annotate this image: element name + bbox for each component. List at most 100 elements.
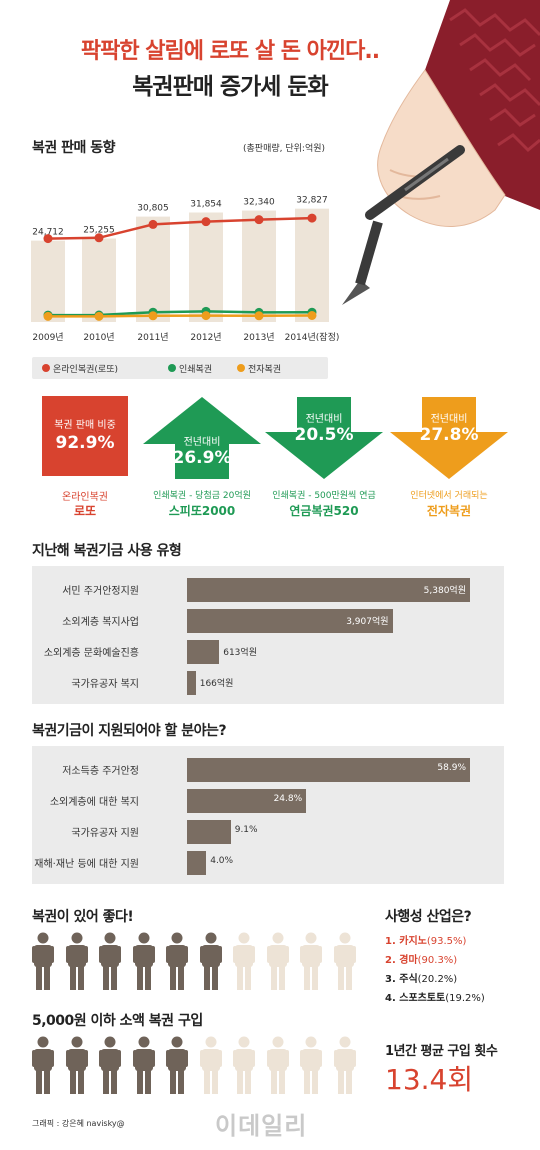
legend-dot-online bbox=[42, 364, 50, 372]
series-point bbox=[254, 215, 264, 225]
electronic-value: 27.8% bbox=[419, 425, 479, 445]
gambling-item-name: 4. 스포츠토토 bbox=[385, 993, 446, 1004]
person-icon bbox=[199, 1036, 222, 1094]
bar-value-label: 3,907억원 bbox=[346, 617, 389, 627]
bar-value-label: 613억원 bbox=[223, 648, 257, 658]
bar-category-label: 서민 주거안정지원 bbox=[62, 586, 139, 597]
x-tick-label: 2010년 bbox=[83, 332, 114, 343]
gambling-list-item: 4. 스포츠토토(19.2%) bbox=[385, 989, 525, 1008]
person-icon bbox=[65, 1036, 88, 1094]
series-point bbox=[254, 311, 264, 321]
total-column bbox=[295, 208, 329, 322]
gambling-list-item: 2. 경마(90.3%) bbox=[385, 951, 525, 970]
bar bbox=[187, 851, 207, 875]
bar bbox=[187, 671, 196, 695]
small-purchase-title: 5,000원 이하 소액 복권 구입 bbox=[32, 1013, 203, 1029]
people-row-small bbox=[32, 1036, 372, 1096]
person-icon bbox=[333, 1036, 356, 1094]
bar-value-label: 5,380억원 bbox=[423, 586, 466, 596]
x-tick-label: 2011년 bbox=[137, 332, 168, 343]
gambling-list-item: 3. 주식(20.2%) bbox=[385, 970, 525, 989]
x-tick-label: 2009년 bbox=[32, 332, 63, 343]
speeto-value: 26.9% bbox=[172, 448, 232, 468]
up-arrow-icon bbox=[143, 397, 261, 479]
watermark-logo: 이데일리 bbox=[215, 1112, 308, 1140]
gambling-item-name: 1. 카지노 bbox=[385, 936, 427, 947]
total-column bbox=[82, 238, 116, 322]
person-icon bbox=[300, 932, 322, 990]
gambling-title: 사행성 산업은? bbox=[385, 909, 472, 925]
series-point bbox=[43, 234, 53, 244]
electronic-caption: 인터넷에서 거래되는 bbox=[410, 491, 488, 501]
series-line bbox=[47, 310, 313, 317]
series-point bbox=[201, 217, 211, 227]
share-caption: 온라인복권 bbox=[62, 492, 108, 503]
annuity-caption: 인쇄복권 - 500만원씩 연금 bbox=[272, 491, 376, 501]
bar-row: 소외계층 문화예술진흥 613억원 bbox=[32, 640, 504, 664]
gambling-list: 1. 카지노(93.5%) 2. 경마(90.3%) 3. 주식(20.2%) 4. … bbox=[385, 932, 525, 1008]
bar-value-label: 166억원 bbox=[199, 679, 234, 689]
total-value-label: 25,255 bbox=[83, 225, 115, 235]
bar-category-label: 국가유공자 복지 bbox=[71, 679, 139, 690]
bar-category-label: 국가유공자 지원 bbox=[71, 828, 139, 839]
hand-pen-illustration bbox=[342, 0, 540, 305]
person-icon bbox=[65, 932, 88, 990]
series-point bbox=[94, 311, 104, 321]
bar: 24.8% bbox=[187, 789, 307, 813]
bar: 58.9% bbox=[187, 758, 470, 782]
person-icon bbox=[233, 932, 255, 990]
share-label: 복권 판매 비중 bbox=[54, 420, 116, 431]
fund-usage-title: 지난해 복권기금 사용 유형 bbox=[32, 543, 182, 559]
trend-chart-unit: (총판매량, 단위:억원) bbox=[243, 144, 326, 154]
gambling-item-pct: (19.2%) bbox=[445, 993, 485, 1004]
x-tick-label: 2012년 bbox=[190, 332, 221, 343]
person-icon bbox=[132, 932, 155, 990]
gambling-item-name: 3. 주식 bbox=[385, 974, 418, 985]
bar-row: 재해·재난 등에 대한 지원 4.0% bbox=[32, 851, 504, 875]
person-icon bbox=[32, 1036, 54, 1094]
people-row-good bbox=[32, 932, 372, 992]
person-icon bbox=[199, 932, 222, 990]
bar-category-label: 소외계층 복지사업 bbox=[62, 617, 139, 628]
bar-row: 서민 주거안정지원 5,380억원 bbox=[32, 578, 504, 602]
x-tick-label: 2014년(잠정) bbox=[285, 332, 340, 343]
person-icon bbox=[266, 1036, 289, 1094]
down-arrow-orange-icon bbox=[390, 397, 508, 479]
gambling-list-item: 1. 카지노(93.5%) bbox=[385, 932, 525, 951]
x-tick-label: 2013년 bbox=[243, 332, 274, 343]
speeto-name: 스피또2000 bbox=[168, 504, 236, 518]
gambling-item-pct: (90.3%) bbox=[417, 955, 458, 966]
bar-row: 국가유공자 복지 166억원 bbox=[32, 671, 504, 695]
fund-support-title: 복권기금이 지원되어야 할 분야는? bbox=[32, 723, 227, 739]
bar-value-label: 9.1% bbox=[234, 825, 258, 835]
speeto-label: 전년대비 bbox=[183, 437, 221, 448]
series-line bbox=[48, 314, 313, 318]
bar: 5,380억원 bbox=[187, 578, 470, 602]
gambling-item-name: 2. 경마 bbox=[385, 955, 418, 966]
person-icon bbox=[266, 932, 289, 990]
electronic-label: 전년대비 bbox=[430, 414, 468, 425]
bar: 3,907억원 bbox=[187, 609, 393, 633]
share-value: 92.9% bbox=[55, 433, 115, 453]
bar-value-label: 4.0% bbox=[210, 856, 234, 866]
bar-row: 국가유공자 지원 9.1% bbox=[32, 820, 504, 844]
series-point bbox=[94, 233, 104, 243]
total-column bbox=[31, 240, 65, 322]
annuity-name: 연금복권520 bbox=[289, 504, 359, 518]
avg-title: 1년간 평균 구입 횟수 bbox=[385, 1044, 498, 1059]
share-name: 로또 bbox=[73, 504, 97, 518]
series-point bbox=[148, 219, 158, 229]
person-icon bbox=[166, 1036, 188, 1094]
person-icon bbox=[166, 932, 188, 990]
trend-legend: 온라인복권(로또) 인쇄복권 전자복권 bbox=[32, 357, 328, 379]
bar-row: 소외계층 복지사업 3,907억원 bbox=[32, 609, 504, 633]
gambling-item-pct: (20.2%) bbox=[417, 974, 458, 985]
legend-label-printed: 인쇄복권 bbox=[179, 365, 213, 375]
annuity-label: 전년대비 bbox=[305, 414, 343, 425]
total-value-label: 32,827 bbox=[296, 196, 328, 206]
page-title-line2: 복권판매 증가세 둔화 bbox=[132, 74, 328, 100]
bar-category-label: 저소득층 주거안정 bbox=[62, 766, 139, 777]
total-value-label: 24,712 bbox=[32, 228, 64, 238]
trend-chart-title: 복권 판매 동향 bbox=[32, 140, 116, 156]
person-icon bbox=[300, 1036, 322, 1094]
